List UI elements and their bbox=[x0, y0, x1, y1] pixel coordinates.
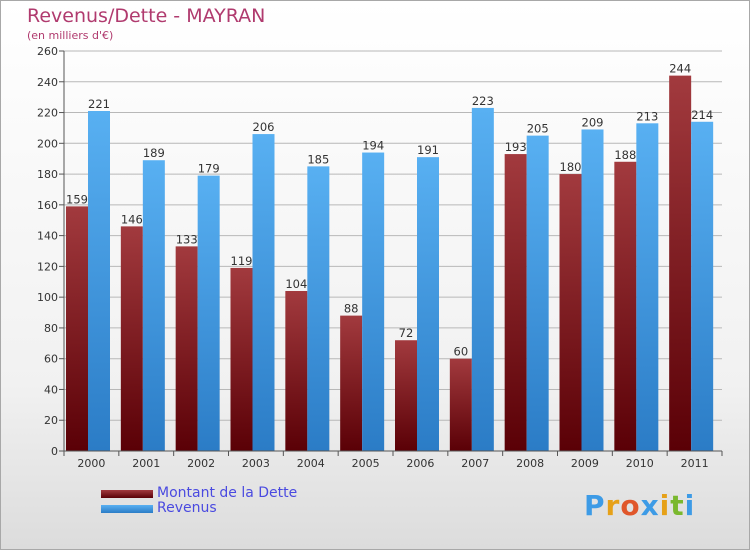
x-tick-label: 2007 bbox=[461, 457, 489, 470]
data-label-debt: 88 bbox=[344, 302, 359, 316]
bar-debt bbox=[395, 340, 417, 451]
bar-debt bbox=[230, 267, 253, 451]
data-label-revenue: 206 bbox=[253, 120, 275, 134]
bar-revenue bbox=[471, 107, 494, 451]
proxiti-logo: Proxiti bbox=[584, 489, 695, 522]
data-label-debt: 244 bbox=[669, 62, 691, 76]
logo-letter: x bbox=[640, 489, 660, 522]
legend-swatch-debt bbox=[101, 490, 153, 498]
bar-debt bbox=[285, 291, 308, 451]
grid-layer bbox=[64, 50, 722, 452]
data-label-revenue: 213 bbox=[636, 109, 658, 123]
y-tick-label: 240 bbox=[37, 76, 58, 89]
bar-debt bbox=[504, 154, 527, 452]
labels-layer: 159 221 146 189 133 179 119 206 104 185 88 194 72 191… bbox=[66, 62, 713, 359]
x-tick-label: 2005 bbox=[352, 457, 380, 470]
y-tick-label: 120 bbox=[37, 260, 58, 273]
logo-letter: P bbox=[584, 489, 606, 522]
y-tick-label: 80 bbox=[44, 322, 58, 335]
legend-swatch-revenue bbox=[101, 505, 153, 513]
data-label-revenue: 223 bbox=[472, 94, 494, 108]
data-label-debt: 193 bbox=[505, 140, 527, 154]
y-tick-label: 60 bbox=[44, 353, 58, 366]
logo-letter: i bbox=[684, 489, 696, 522]
y-tick-label: 160 bbox=[37, 199, 58, 212]
y-tick-label: 40 bbox=[44, 383, 58, 396]
data-label-debt: 146 bbox=[121, 212, 143, 226]
logo-letter: t bbox=[670, 489, 685, 522]
bar-debt bbox=[559, 174, 582, 452]
data-label-debt: 133 bbox=[176, 232, 198, 246]
x-tick-label: 2002 bbox=[187, 457, 215, 470]
data-label-revenue: 194 bbox=[362, 139, 384, 153]
data-label-debt: 104 bbox=[285, 277, 307, 291]
data-label-debt: 188 bbox=[614, 148, 636, 162]
bars-layer bbox=[66, 75, 714, 452]
bar-revenue bbox=[307, 166, 330, 451]
data-label-revenue: 185 bbox=[307, 152, 329, 166]
legend-label-debt: Montant de la Dette bbox=[157, 485, 298, 501]
y-tick-label: 180 bbox=[37, 168, 58, 181]
bar-debt bbox=[120, 226, 143, 451]
y-tick-label: 140 bbox=[37, 230, 58, 243]
y-tick-label: 20 bbox=[44, 414, 58, 427]
x-tick-label: 2009 bbox=[571, 457, 599, 470]
logo-letter: r bbox=[605, 489, 621, 522]
bar-revenue bbox=[362, 152, 385, 452]
bar-revenue bbox=[526, 135, 549, 451]
bar-revenue bbox=[252, 134, 275, 452]
bar-revenue bbox=[417, 157, 439, 451]
axis-layer: 0 20 40 60 80 100 120 140 160 180 200 220 240 260 2000… bbox=[37, 45, 723, 470]
data-label-debt: 180 bbox=[560, 160, 582, 174]
bar-revenue bbox=[691, 121, 714, 452]
bar-debt bbox=[669, 75, 692, 451]
data-label-debt: 60 bbox=[454, 345, 469, 359]
bar-revenue bbox=[636, 123, 659, 452]
x-tick-label: 2004 bbox=[297, 457, 325, 470]
x-tick-label: 2008 bbox=[516, 457, 544, 470]
chart-title: Revenus/Dette - MAYRAN bbox=[27, 5, 266, 27]
data-label-revenue: 191 bbox=[417, 143, 439, 157]
legend-label-revenue: Revenus bbox=[157, 500, 217, 516]
bar-debt bbox=[340, 315, 363, 451]
y-tick-label: 100 bbox=[37, 291, 58, 304]
x-tick-label: 2000 bbox=[77, 457, 105, 470]
data-label-revenue: 179 bbox=[198, 162, 220, 176]
bar-revenue bbox=[88, 111, 110, 451]
bar-debt bbox=[449, 358, 472, 451]
bar-revenue bbox=[197, 175, 220, 451]
x-tick-label: 2010 bbox=[626, 457, 654, 470]
data-label-revenue: 209 bbox=[582, 115, 604, 129]
y-tick-label: 220 bbox=[37, 107, 58, 120]
bar-revenue bbox=[142, 160, 165, 451]
bar-debt bbox=[66, 206, 88, 451]
logo-letter: i bbox=[659, 489, 671, 522]
data-label-debt: 119 bbox=[231, 254, 253, 268]
y-tick-label: 0 bbox=[51, 445, 58, 458]
x-tick-label: 2006 bbox=[406, 457, 434, 470]
x-tick-label: 2011 bbox=[681, 457, 709, 470]
data-label-debt: 159 bbox=[66, 192, 88, 206]
data-label-revenue: 221 bbox=[88, 97, 110, 111]
y-tick-label: 200 bbox=[37, 137, 58, 150]
x-tick-label: 2001 bbox=[132, 457, 160, 470]
x-tick-label: 2003 bbox=[242, 457, 270, 470]
data-label-revenue: 205 bbox=[527, 122, 549, 136]
data-label-revenue: 189 bbox=[143, 146, 165, 160]
y-tick-label: 260 bbox=[37, 45, 58, 58]
data-label-debt: 72 bbox=[399, 326, 414, 340]
bar-debt bbox=[614, 161, 637, 451]
logo-letter: o bbox=[620, 489, 641, 522]
bar-revenue bbox=[581, 129, 604, 451]
data-label-revenue: 214 bbox=[691, 108, 713, 122]
bar-debt bbox=[175, 246, 198, 451]
chart-subtitle: (en milliers d'€) bbox=[27, 29, 114, 42]
